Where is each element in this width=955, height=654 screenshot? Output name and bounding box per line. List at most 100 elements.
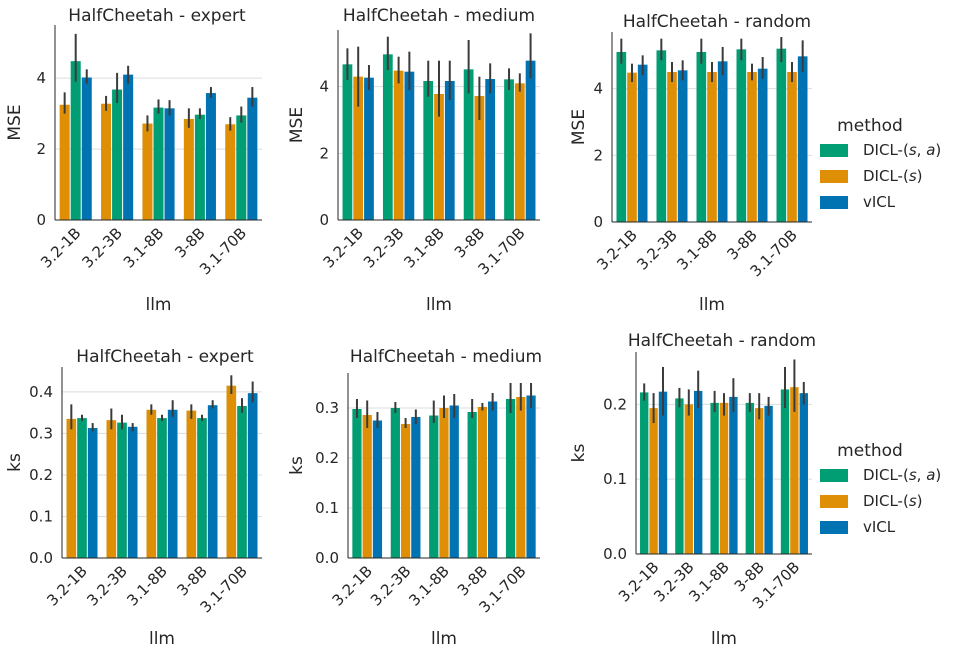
bar-vicl-3-1-8b [444, 81, 455, 220]
bar-vicl-3-1-70b [797, 56, 808, 223]
legend-swatch [820, 196, 848, 209]
bar-dicl-s-3-1-8b [719, 402, 729, 554]
bar-dicl-s-3-1-70b [514, 83, 525, 220]
y-tick-label: 4 [319, 78, 329, 96]
x-axis-label: llm [145, 295, 171, 315]
x-tick-label: 3.1-8B [405, 562, 452, 609]
y-tick-label: 2 [36, 140, 46, 158]
bar-vicl-3-2-1b [658, 391, 668, 554]
legend-swatch [820, 144, 848, 157]
x-axis-label: llm [431, 629, 457, 649]
bar-vicl-3-2-1b [87, 428, 98, 558]
bar-vicl-3-2-1b [637, 64, 648, 223]
x-axis-label: llm [711, 629, 737, 649]
bar-dicl-s-3-1-70b [787, 72, 797, 222]
x-tick-label: 3.2-1B [43, 562, 90, 609]
y-tick-label: 0.3 [315, 399, 339, 417]
bar-vicl-3-8b [205, 93, 216, 220]
chart-panel-5: 0.00.10.20.33.2-1B3.2-3B3.1-8B 3-8B3.1-70… [287, 347, 542, 649]
bar-vicl-3-8b [757, 68, 768, 223]
x-axis-label: llm [699, 295, 725, 315]
legend-swatch [820, 469, 848, 482]
bar-vicl-3-2-1b [372, 420, 383, 558]
bar-dicl-s-3-1-8b [146, 409, 157, 558]
bar-dicl-s-a-3-2-1b [70, 61, 81, 220]
panel-title: HalfCheetah - medium [350, 347, 542, 367]
x-axis-label: llm [149, 629, 175, 649]
y-axis-label: MSE [569, 109, 589, 145]
bar-dicl-s-3-1-8b [434, 94, 444, 220]
bar-dicl-s-a-3-1-70b [504, 79, 514, 220]
bar-vicl-3-1-70b [525, 60, 536, 220]
x-tick-label: 3.2-1B [37, 224, 84, 271]
bar-dicl-s-3-2-1b [353, 76, 364, 221]
bar-vicl-3-8b [488, 401, 498, 558]
x-axis-label: llm [426, 295, 452, 315]
legend-1: method DICL-(s, a) DICL-(s) vICL [820, 116, 941, 211]
bar-dicl-s-a-3-8b [745, 402, 755, 554]
bar-vicl-3-2-1b [364, 77, 374, 221]
x-tick-label: 3.1-8B [123, 562, 170, 609]
bar-dicl-s-a-3-2-1b [640, 392, 649, 554]
bar-dicl-s-a-3-2-1b [352, 409, 362, 558]
bar-dicl-s-3-1-70b [516, 397, 526, 558]
bar-dicl-s-3-1-70b [790, 387, 799, 554]
y-axis-label: ks [5, 453, 25, 472]
x-tick-label: 3.1-8B [400, 224, 447, 271]
y-tick-label: 0 [593, 213, 603, 231]
bar-dicl-s-3-2-1b [627, 72, 637, 223]
x-tick-label: 3.1-8B [673, 226, 720, 273]
bar-dicl-s-a-3-1-70b [776, 48, 787, 222]
bar-dicl-s-3-8b [477, 407, 488, 558]
x-tick-label: 3.2-3B [360, 224, 407, 271]
x-tick-label: 3.2-3B [78, 224, 125, 271]
legend-title: method [837, 116, 903, 136]
x-tick-label: 3.2-3B [367, 562, 414, 609]
bar-dicl-s-3-8b [755, 408, 764, 554]
y-axis-label: ks [569, 444, 589, 463]
y-tick-label: 0.4 [29, 383, 53, 401]
bar-vicl-3-2-3b [411, 417, 421, 558]
y-tick-label: 0.2 [315, 449, 339, 467]
y-tick-label: 2 [593, 146, 603, 164]
bar-vicl-3-1-8b [164, 108, 175, 220]
legend-swatch [820, 170, 848, 183]
legend-label: DICL-(s, a) [863, 466, 941, 484]
bar-dicl-s-a-3-1-8b [157, 418, 167, 558]
bar-dicl-s-3-8b [474, 96, 485, 220]
bar-dicl-s-3-2-1b [362, 415, 372, 558]
y-tick-label: 4 [593, 80, 603, 98]
bar-dicl-s-3-2-1b [649, 408, 658, 554]
bar-vicl-3-1-8b [449, 405, 459, 558]
panel-title: HalfCheetah - random [628, 331, 816, 351]
bar-dicl-s-a-3-8b [467, 412, 477, 558]
bar-dicl-s-a-3-8b [463, 69, 474, 220]
bar-dicl-s-3-2-3b [101, 103, 112, 220]
legend-swatch [820, 521, 848, 534]
bar-dicl-s-a-3-1-70b [236, 115, 247, 220]
bar-dicl-s-3-2-1b [59, 104, 70, 220]
bar-dicl-s-a-3-1-8b [153, 107, 164, 220]
bar-vicl-3-2-3b [677, 70, 688, 222]
bar-vicl-3-1-8b [167, 409, 178, 558]
bar-dicl-s-a-3-2-3b [117, 422, 127, 558]
legend-swatch [820, 495, 848, 508]
bar-dicl-s-3-2-3b [106, 420, 117, 558]
x-tick-label: 3.2-3B [83, 562, 130, 609]
bar-dicl-s-a-3-2-3b [656, 50, 667, 223]
bar-vicl-3-2-3b [123, 74, 134, 221]
x-tick-label: 3-8B [171, 224, 208, 261]
legend-2: method DICL-(s, a) DICL-(s) vICL [820, 441, 941, 536]
bar-dicl-s-3-8b [186, 410, 197, 558]
bar-vicl-3-8b [485, 79, 496, 220]
y-tick-label: 0.0 [29, 549, 53, 567]
bar-dicl-s-a-3-1-8b [423, 81, 434, 220]
bar-dicl-s-a-3-2-1b [616, 52, 627, 222]
bar-dicl-s-3-2-3b [684, 404, 693, 554]
bar-dicl-s-3-2-3b [400, 424, 411, 558]
panel-title: HalfCheetah - random [623, 12, 811, 32]
bar-vicl-3-2-3b [127, 426, 138, 558]
y-tick-label: 0.1 [315, 499, 339, 517]
